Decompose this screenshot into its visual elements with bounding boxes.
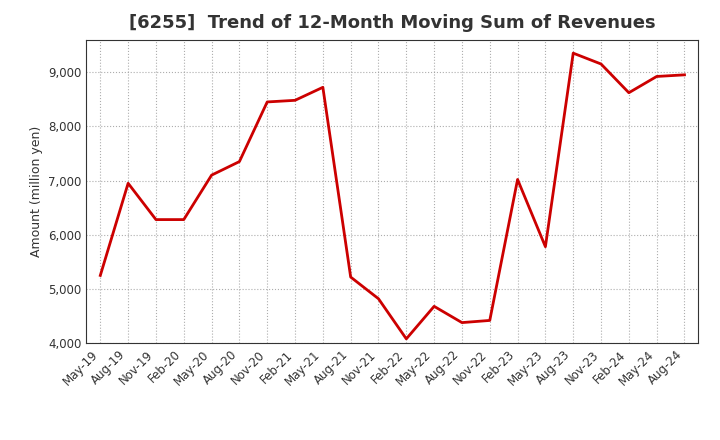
Title: [6255]  Trend of 12-Month Moving Sum of Revenues: [6255] Trend of 12-Month Moving Sum of R…	[129, 15, 656, 33]
Y-axis label: Amount (million yen): Amount (million yen)	[30, 126, 42, 257]
